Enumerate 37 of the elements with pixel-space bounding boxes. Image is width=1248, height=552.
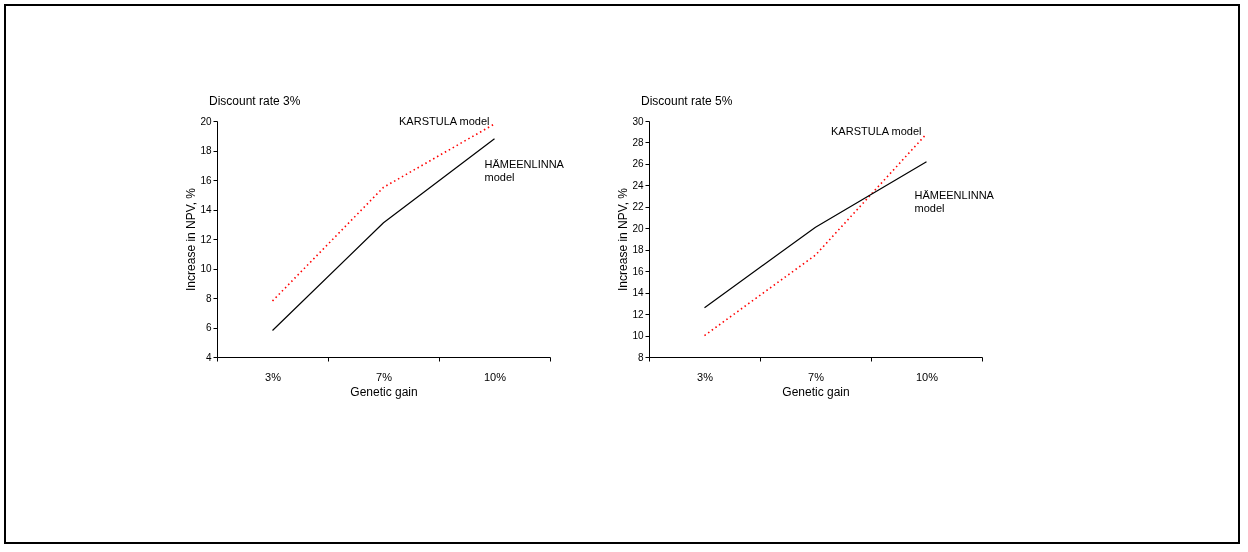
y-tick-label: 18 xyxy=(200,145,212,156)
chart-title: Discount rate 3% xyxy=(209,93,301,108)
y-tick-label: 28 xyxy=(632,136,644,148)
y-tick-label: 22 xyxy=(632,201,644,213)
y-tick-label: 14 xyxy=(200,204,212,215)
y-tick-label: 12 xyxy=(632,308,644,320)
series-label: KARSTULA model xyxy=(399,114,490,127)
series-label: HÄMEENLINNA model xyxy=(914,188,995,214)
y-tick-label: 14 xyxy=(632,287,644,299)
y-tick-label: 20 xyxy=(632,222,644,234)
y-tick-label: 26 xyxy=(632,158,644,170)
x-tick-label: 3% xyxy=(697,370,714,383)
chart-title: Discount rate 5% xyxy=(641,94,733,108)
x-axis-title: Genetic gain xyxy=(782,384,850,399)
y-tick-label: 10 xyxy=(632,330,644,342)
y-axis-title: Increase in NPV, % xyxy=(184,187,199,291)
x-tick-label: 3% xyxy=(265,370,282,383)
y-tick-label: 18 xyxy=(632,244,644,256)
x-axis-title: Genetic gain xyxy=(350,384,418,399)
y-tick-label: 8 xyxy=(205,292,212,304)
series-label: HÄMEENLINNA model xyxy=(484,157,565,183)
y-tick-label: 4 xyxy=(205,351,212,363)
y-tick-label: 6 xyxy=(205,322,212,333)
x-tick-label: 10% xyxy=(915,370,939,383)
x-tick-label: 7% xyxy=(808,370,825,383)
series-label: KARSTULA model xyxy=(831,124,922,137)
y-tick-label: 24 xyxy=(632,179,644,191)
y-tick-label: 20 xyxy=(200,115,212,127)
y-tick-label: 10 xyxy=(200,263,212,274)
y-axis-title: Increase in NPV, % xyxy=(616,187,631,291)
y-tick-label: 16 xyxy=(632,265,644,277)
x-tick-label: 10% xyxy=(483,370,507,383)
y-tick-label: 8 xyxy=(637,351,644,363)
y-tick-label: 16 xyxy=(200,174,212,186)
y-tick-label: 12 xyxy=(200,233,212,245)
x-tick-label: 7% xyxy=(376,370,393,383)
y-tick-label: 30 xyxy=(632,115,644,127)
